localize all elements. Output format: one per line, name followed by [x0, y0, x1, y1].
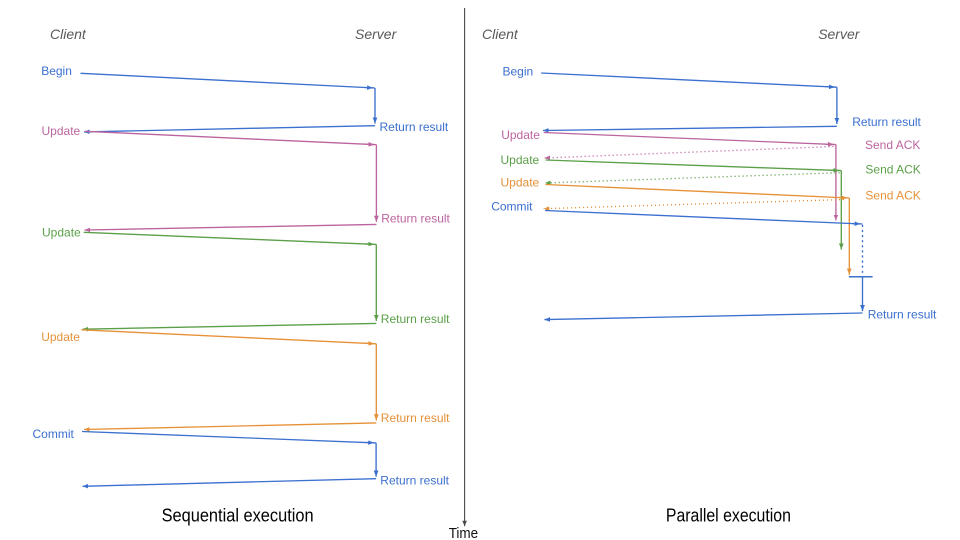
svg-text:Return result: Return result [381, 312, 450, 326]
svg-text:Send ACK: Send ACK [865, 162, 920, 176]
svg-text:Commit: Commit [33, 427, 75, 441]
svg-text:Return result: Return result [380, 120, 449, 134]
svg-text:Parallel execution: Parallel execution [666, 505, 791, 525]
svg-text:Client: Client [50, 26, 87, 42]
svg-text:Return result: Return result [380, 473, 449, 487]
svg-text:Return result: Return result [852, 115, 921, 129]
svg-text:Server: Server [355, 26, 398, 42]
svg-text:Update: Update [41, 330, 80, 344]
svg-text:Update: Update [42, 225, 81, 239]
svg-text:Return result: Return result [868, 308, 937, 322]
svg-text:Commit: Commit [491, 200, 533, 214]
svg-text:Time: Time [449, 526, 479, 540]
svg-text:Client: Client [482, 26, 519, 42]
svg-text:Send ACK: Send ACK [865, 189, 920, 203]
svg-text:Begin: Begin [41, 64, 72, 78]
svg-text:Update: Update [501, 153, 540, 167]
svg-text:Sequential execution: Sequential execution [162, 505, 314, 525]
svg-text:Server: Server [818, 26, 861, 42]
svg-text:Send ACK: Send ACK [865, 138, 920, 152]
svg-text:Update: Update [42, 124, 81, 138]
svg-text:Update: Update [501, 176, 540, 190]
svg-text:Return result: Return result [381, 212, 450, 226]
svg-text:Return result: Return result [381, 411, 450, 425]
svg-text:Update: Update [501, 128, 540, 142]
svg-text:Begin: Begin [503, 65, 534, 79]
